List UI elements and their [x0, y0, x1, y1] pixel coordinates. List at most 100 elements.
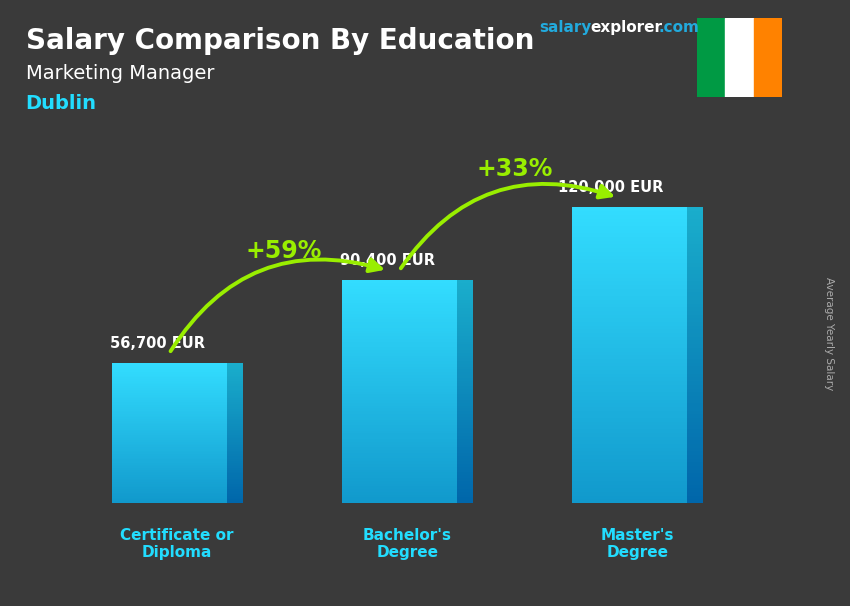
- Bar: [572, 241, 687, 244]
- Bar: [572, 378, 687, 381]
- Text: explorer: explorer: [591, 20, 663, 35]
- Bar: [572, 230, 687, 233]
- Bar: [456, 486, 473, 489]
- Bar: [342, 283, 456, 286]
- Bar: [687, 388, 703, 392]
- Bar: [111, 475, 227, 477]
- Bar: [342, 439, 456, 442]
- Bar: [342, 347, 456, 350]
- Bar: [227, 416, 243, 418]
- Bar: [572, 429, 687, 433]
- Bar: [687, 329, 703, 333]
- Bar: [342, 319, 456, 322]
- Bar: [227, 433, 243, 435]
- Bar: [456, 458, 473, 461]
- Bar: [227, 404, 243, 405]
- Bar: [342, 442, 456, 445]
- Bar: [572, 470, 687, 473]
- Bar: [697, 18, 725, 97]
- Bar: [227, 405, 243, 407]
- Bar: [687, 348, 703, 351]
- Bar: [687, 407, 703, 411]
- Bar: [111, 466, 227, 468]
- Bar: [227, 419, 243, 421]
- Bar: [111, 433, 227, 435]
- Bar: [227, 365, 243, 367]
- Bar: [342, 445, 456, 447]
- Bar: [227, 407, 243, 409]
- Bar: [227, 482, 243, 484]
- Bar: [342, 295, 456, 297]
- Text: 120,000 EUR: 120,000 EUR: [558, 180, 664, 195]
- Bar: [456, 450, 473, 453]
- Bar: [456, 308, 473, 311]
- Bar: [227, 438, 243, 440]
- Text: Master's
Degree: Master's Degree: [601, 528, 674, 560]
- Bar: [227, 470, 243, 471]
- Bar: [342, 316, 456, 319]
- Bar: [687, 436, 703, 440]
- Bar: [572, 267, 687, 270]
- Bar: [572, 270, 687, 274]
- Bar: [342, 433, 456, 436]
- Bar: [687, 233, 703, 237]
- Bar: [342, 358, 456, 361]
- Bar: [342, 372, 456, 375]
- Bar: [456, 364, 473, 367]
- Bar: [342, 470, 456, 473]
- Bar: [342, 314, 456, 316]
- Bar: [342, 361, 456, 364]
- Bar: [456, 375, 473, 378]
- Bar: [227, 454, 243, 456]
- Bar: [687, 318, 703, 322]
- Bar: [687, 281, 703, 285]
- Bar: [456, 494, 473, 498]
- Bar: [227, 444, 243, 445]
- Text: .com: .com: [659, 20, 700, 35]
- Bar: [227, 459, 243, 461]
- Bar: [227, 372, 243, 374]
- Bar: [227, 471, 243, 473]
- Bar: [572, 244, 687, 248]
- Bar: [456, 419, 473, 422]
- Bar: [456, 347, 473, 350]
- Bar: [572, 444, 687, 448]
- Bar: [342, 397, 456, 400]
- Bar: [111, 419, 227, 421]
- Bar: [572, 278, 687, 281]
- Bar: [342, 325, 456, 328]
- Bar: [456, 350, 473, 353]
- Bar: [111, 493, 227, 494]
- Bar: [687, 462, 703, 466]
- Bar: [111, 424, 227, 426]
- Bar: [572, 274, 687, 278]
- Bar: [687, 285, 703, 289]
- Bar: [342, 356, 456, 358]
- Bar: [342, 375, 456, 378]
- Bar: [111, 422, 227, 424]
- Bar: [342, 311, 456, 314]
- Bar: [111, 393, 227, 395]
- Bar: [342, 484, 456, 486]
- Bar: [342, 472, 456, 475]
- Bar: [227, 452, 243, 454]
- Bar: [572, 296, 687, 300]
- Bar: [342, 458, 456, 461]
- Bar: [572, 333, 687, 337]
- Bar: [342, 384, 456, 386]
- Bar: [456, 333, 473, 336]
- Bar: [111, 473, 227, 475]
- Bar: [342, 305, 456, 308]
- Bar: [227, 461, 243, 463]
- Bar: [456, 330, 473, 333]
- Bar: [227, 418, 243, 419]
- Bar: [456, 283, 473, 286]
- Bar: [687, 322, 703, 326]
- Bar: [687, 366, 703, 370]
- Bar: [687, 325, 703, 330]
- Bar: [687, 429, 703, 433]
- Bar: [456, 378, 473, 381]
- Bar: [572, 252, 687, 256]
- Bar: [111, 479, 227, 481]
- Bar: [687, 466, 703, 470]
